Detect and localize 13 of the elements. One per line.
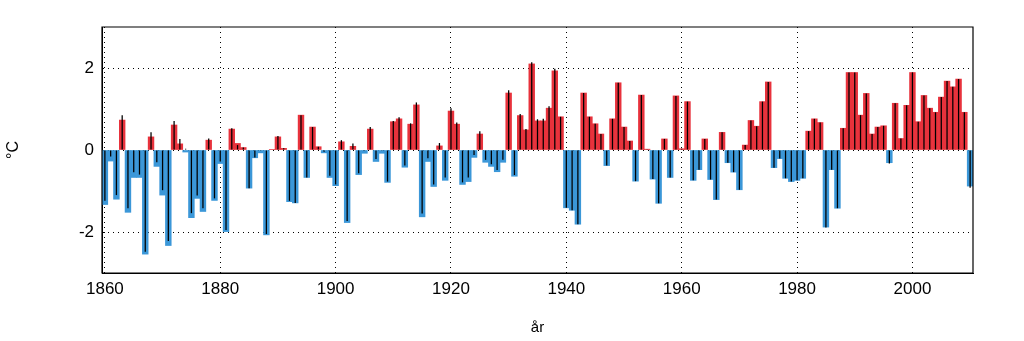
x-tick-label: 1880 [201,278,240,298]
x-tick-label: 1900 [316,278,355,298]
x-tick-label: 1960 [662,278,701,298]
x-tick-label: 1980 [778,278,816,298]
y-axis-title: °C [4,141,22,159]
x-tick-label: 1860 [85,278,124,298]
x-tick-label: 1920 [432,278,470,298]
x-tick-label: 2000 [893,278,932,298]
y-tick-label: 0 [84,139,94,159]
x-tick-label: 1940 [547,278,586,298]
x-axis-title: år [530,318,545,336]
y-tick-label: 2 [84,57,94,77]
y-tick-label: -2 [78,221,94,241]
